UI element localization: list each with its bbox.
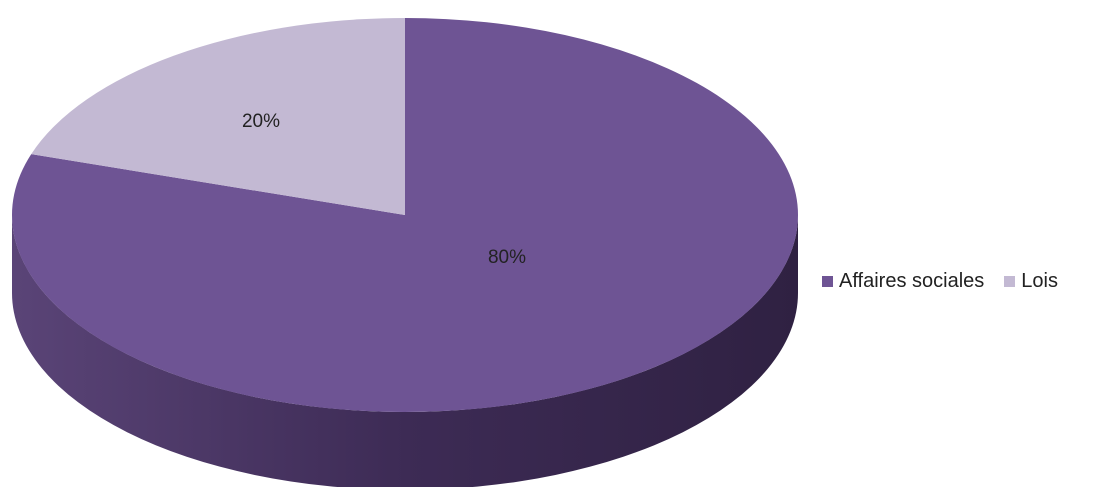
- pie-depth: [12, 215, 798, 487]
- slice-labels: 80% 20%: [242, 111, 526, 268]
- pie-slice-1[interactable]: [31, 18, 405, 215]
- slice-label-0: 80%: [488, 247, 526, 268]
- pie-top: [11, 18, 798, 412]
- slice-side-0: [12, 215, 798, 487]
- legend-item-affaires-sociales[interactable]: Affaires sociales: [822, 270, 984, 293]
- legend-label: Affaires sociales: [839, 270, 985, 292]
- legend-swatch: [1004, 276, 1016, 287]
- legend-swatch: [822, 276, 833, 287]
- legend-label: Lois: [1021, 270, 1058, 292]
- legend-item-lois[interactable]: Lois: [1004, 270, 1058, 293]
- slice-label-1: 20%: [242, 111, 280, 132]
- pie-slice-0[interactable]: [11, 18, 798, 412]
- legend: Affaires sociales Lois: [822, 270, 1078, 293]
